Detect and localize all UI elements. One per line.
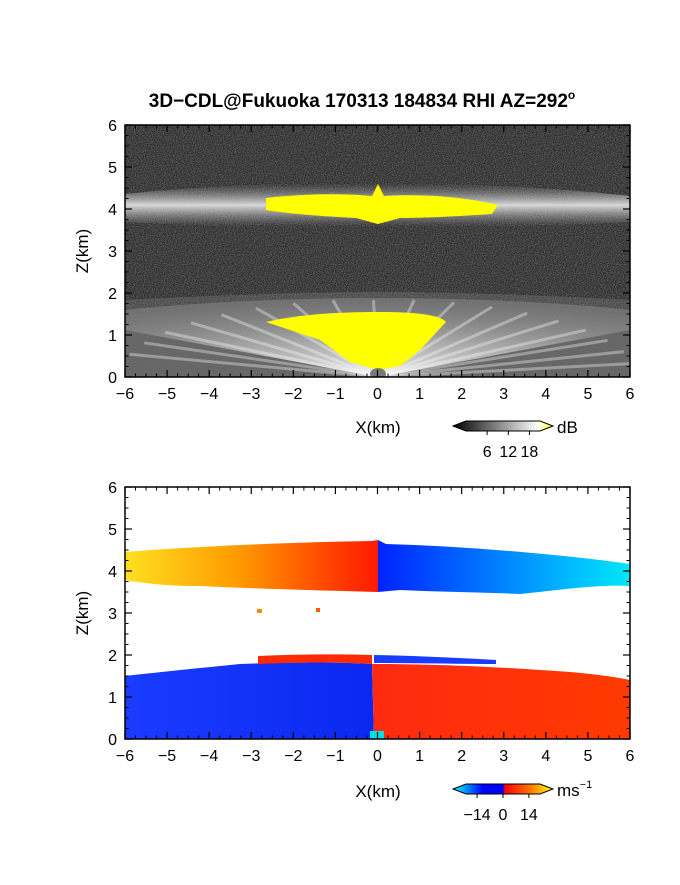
colorbar-tick-label: −14 (464, 807, 491, 824)
x-tick-label: 2 (457, 386, 466, 403)
velocity-ylabel: Z(km) (73, 591, 92, 635)
x-tick-label: −4 (200, 748, 218, 765)
fan-ray (377, 311, 528, 377)
colorbar-tick-label: 0 (499, 807, 508, 824)
fan-ray (377, 328, 586, 377)
stray-echo-1 (257, 609, 262, 613)
velocity-colorbar: ms−1 −14 0 14 (451, 779, 592, 824)
x-tick-label: 2 (457, 748, 466, 765)
x-tick-label: −5 (158, 386, 176, 403)
y-tick-label: 5 (108, 160, 117, 177)
reflectivity-ylabel: Z(km) (73, 229, 92, 273)
y-tick-label: 0 (108, 370, 117, 387)
velocity-axes: −6 −5 −4 −3 −2 −1 0 1 2 3 4 5 6 0 1 2 3 4 5 6 (108, 480, 634, 765)
fan-ray (377, 319, 560, 377)
fan-ray (255, 306, 379, 377)
x-tick-label: 1 (415, 386, 424, 403)
y-tick-label: 6 (108, 118, 117, 135)
reflectivity-colorbar: dB 6 12 18 (451, 418, 578, 461)
x-tick-label: −1 (326, 748, 344, 765)
reflectivity-xlabel: X(km) (355, 418, 400, 437)
x-tick-label: 0 (373, 748, 382, 765)
y-tick-label: 4 (108, 202, 117, 219)
x-tick-label: 3 (499, 386, 508, 403)
colorbar-tick-label: 6 (483, 444, 492, 461)
y-tick-label: 2 (108, 648, 117, 665)
y-tick-label: 1 (108, 690, 117, 707)
lower-layer-top-fringe-right (374, 655, 496, 664)
x-tick-label: −2 (284, 386, 302, 403)
reflectivity-colorbar-bar (451, 420, 555, 432)
colorbar-tick-label: 12 (499, 444, 517, 461)
y-tick-label: 5 (108, 522, 117, 539)
stray-echo-2 (316, 608, 320, 612)
velocity-colorbar-bar (451, 783, 555, 795)
figure-title: 3D−CDL@Fukuoka 170313 184834 RHI AZ=292o (149, 88, 576, 112)
x-tick-label: 6 (626, 748, 635, 765)
reflectivity-colorbar-unit: dB (557, 418, 578, 437)
x-tick-label: −6 (116, 386, 134, 403)
fan-ray (144, 341, 379, 377)
x-tick-label: 6 (626, 386, 635, 403)
upper-layer-outbound (125, 540, 378, 592)
x-tick-label: −6 (116, 748, 134, 765)
x-tick-label: −3 (242, 748, 260, 765)
colorbar-tick-label: 14 (520, 807, 538, 824)
y-tick-label: 2 (108, 286, 117, 303)
upper-saturated-patch (266, 184, 498, 224)
x-tick-label: −3 (242, 386, 260, 403)
upper-layer-inbound (378, 540, 630, 594)
colorbar-tick-label: 18 (521, 444, 539, 461)
x-tick-label: −1 (326, 386, 344, 403)
y-tick-label: 4 (108, 564, 117, 581)
y-tick-label: 3 (108, 244, 117, 261)
velocity-image (125, 487, 630, 739)
velocity-colorbar-unit: ms−1 (557, 779, 592, 800)
x-tick-label: −4 (200, 386, 218, 403)
fan-ray (164, 330, 379, 377)
reflectivity-axes: −6 −5 −4 −3 −2 −1 0 1 2 3 4 5 6 0 1 2 3 4 5 6 (108, 118, 634, 403)
x-tick-label: 5 (583, 386, 592, 403)
x-tick-label: 1 (415, 748, 424, 765)
y-tick-label: 3 (108, 606, 117, 623)
fan-ray (190, 321, 379, 377)
y-tick-label: 6 (108, 480, 117, 497)
x-tick-label: 4 (541, 748, 550, 765)
x-tick-label: −2 (284, 748, 302, 765)
x-tick-label: 5 (583, 748, 592, 765)
x-tick-label: 3 (499, 748, 508, 765)
doppler-velocity-panel: −6 −5 −4 −3 −2 −1 0 1 2 3 4 5 6 0 1 2 3 4 5 6 X(km) Z(km) m… (73, 480, 635, 824)
fan-ray (129, 352, 379, 377)
x-tick-label: 4 (541, 386, 550, 403)
lower-saturated-patch (266, 312, 446, 370)
velocity-xlabel: X(km) (355, 782, 400, 801)
x-tick-label: −5 (158, 748, 176, 765)
lower-layer-outbound (372, 664, 630, 739)
lower-layer-inbound (125, 662, 374, 739)
fan-ray (377, 362, 630, 377)
lower-layer-top-fringe (258, 654, 372, 664)
x-tick-label: 0 (373, 386, 382, 403)
y-tick-label: 1 (108, 328, 117, 345)
fan-ray (377, 338, 608, 377)
y-tick-label: 0 (108, 732, 117, 749)
fan-ray (377, 350, 624, 377)
reflectivity-image (125, 125, 630, 377)
fan-ray (220, 313, 379, 377)
